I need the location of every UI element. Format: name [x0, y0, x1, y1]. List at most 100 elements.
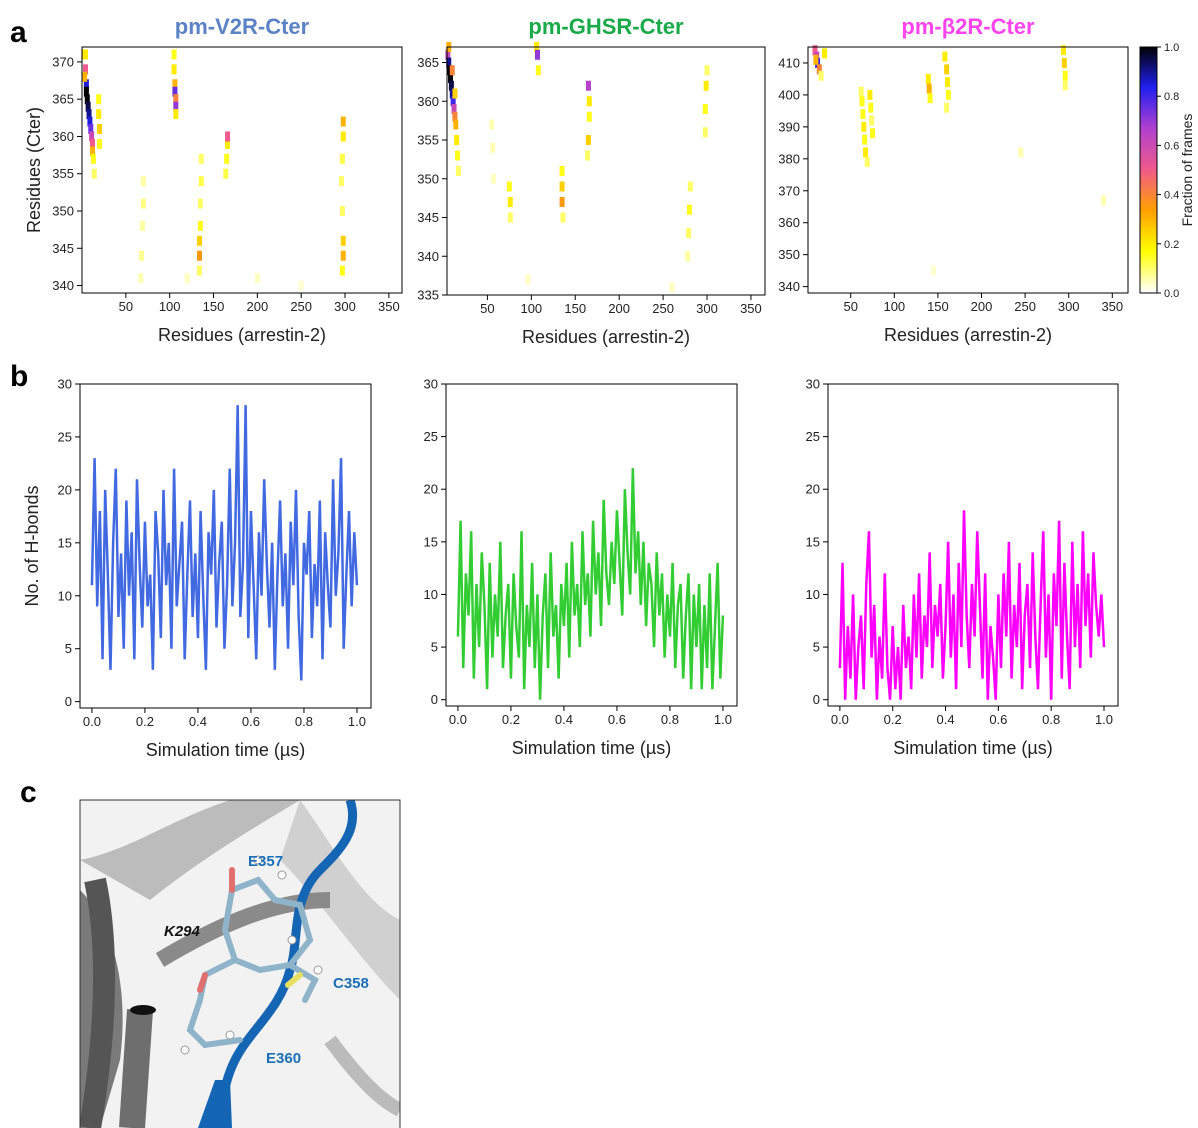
colorbar-step: [1140, 211, 1157, 215]
heatmap-cell: [173, 109, 179, 120]
x-axis-label: Simulation time (µs): [146, 740, 305, 760]
heatmap-cell: [867, 89, 873, 100]
colorbar-step: [1140, 290, 1157, 294]
colorbar-tick-label: 0.0: [1164, 288, 1179, 300]
heatmap-cell: [702, 127, 708, 138]
x-tick-label: 300: [1058, 299, 1080, 314]
x-tick-label: 1.0: [1095, 712, 1113, 727]
y-tick-label: 10: [806, 587, 820, 602]
heatmap-cell: [927, 93, 933, 104]
x-tick-label: 0.6: [989, 712, 1007, 727]
y-tick-label: 20: [806, 482, 820, 497]
heatmap-cell: [818, 70, 824, 81]
heatmap-cell: [925, 73, 931, 84]
colorbar-step: [1140, 261, 1157, 264]
colorbar-step: [1140, 133, 1157, 137]
colorbar-step: [1140, 150, 1157, 154]
heatmap-cell: [858, 86, 864, 97]
heatmap-cell: [139, 220, 145, 231]
heatmap-cell: [862, 134, 868, 145]
colorbar-step: [1140, 147, 1157, 151]
heatmap-cell: [171, 64, 177, 75]
x-tick-label: 200: [971, 299, 993, 314]
plot-frame: [79, 383, 372, 709]
x-tick-label: 50: [119, 299, 133, 314]
colorbar-step: [1140, 110, 1157, 114]
x-tick-label: 0.6: [242, 714, 260, 729]
heatmap-cell: [687, 181, 693, 192]
colorbar-step: [1140, 106, 1157, 109]
x-tick-label: 100: [883, 299, 905, 314]
colorbar-step: [1140, 145, 1157, 149]
y-tick-label: 350: [417, 171, 439, 186]
heatmap-cell: [196, 265, 202, 276]
colorbar-step: [1140, 224, 1157, 228]
y-tick-label: 340: [52, 278, 74, 293]
y-tick-label: 20: [424, 482, 438, 497]
colorbar-step: [1140, 66, 1157, 70]
y-tick-label: 390: [778, 119, 800, 134]
colorbar-step: [1140, 103, 1157, 107]
y-tick-label: 25: [424, 429, 438, 444]
heatmap-cell: [490, 142, 496, 153]
heatmap-cell: [944, 64, 950, 75]
y-tick-label: 360: [778, 215, 800, 230]
x-axis-label: Simulation time (µs): [893, 738, 1052, 758]
y-tick-label: 350: [52, 204, 74, 219]
colorbar-step: [1140, 256, 1157, 260]
y-tick-label: 370: [778, 183, 800, 198]
y-tick-label: 335: [417, 288, 439, 303]
colorbar-step: [1140, 268, 1157, 272]
line-series: [90, 405, 359, 681]
colorbar-step: [1140, 138, 1157, 141]
x-tick-label: 0.4: [936, 712, 954, 727]
heatmap-cell: [225, 131, 231, 142]
y-tick-label: 10: [424, 587, 438, 602]
colorbar-step: [1140, 56, 1157, 60]
colorbar-step: [1140, 236, 1157, 240]
colorbar-step: [1140, 189, 1157, 193]
y-tick-label: 345: [417, 210, 439, 225]
y-tick-label: 5: [813, 640, 820, 655]
x-tick-label: 0.2: [884, 712, 902, 727]
colorbar-step: [1140, 177, 1157, 181]
heatmap-cell: [447, 65, 453, 76]
heatmap-cell: [298, 280, 304, 291]
heatmap-cell: [96, 109, 102, 120]
y-tick-label: 15: [424, 534, 438, 549]
colorbar-step: [1140, 88, 1157, 92]
heatmap-cell: [140, 176, 146, 187]
colorbar-step: [1140, 184, 1157, 188]
colorbar-step: [1140, 199, 1157, 203]
heatmap-cell: [452, 88, 458, 99]
heatmap-cell: [445, 49, 451, 60]
heatmap-cell: [685, 251, 691, 262]
heatmap-cell: [702, 104, 708, 114]
colorbar-step: [1140, 229, 1157, 232]
x-tick-label: 0.8: [295, 714, 313, 729]
colorbar-step: [1140, 214, 1157, 218]
colorbar-tick-label: 1.0: [1164, 42, 1179, 54]
colorbar-step: [1140, 59, 1157, 63]
heatmap-cell: [172, 86, 178, 97]
heatmap-cell: [1061, 57, 1067, 68]
colorbar-step: [1140, 182, 1157, 186]
colorbar-step: [1140, 179, 1157, 183]
x-tick-label: 0.0: [831, 712, 849, 727]
colorbar-step: [1140, 118, 1157, 122]
heatmap-cell: [90, 153, 96, 164]
colorbar-step: [1140, 201, 1157, 205]
y-tick-label: 365: [52, 92, 74, 107]
x-tick-label: 0.4: [555, 712, 573, 727]
y-tick-label: 410: [778, 55, 800, 70]
heatmap-cell: [446, 57, 452, 68]
heatmap-cell: [83, 49, 89, 60]
heatmap-cell: [450, 96, 456, 107]
heatmap-cell: [455, 166, 461, 176]
x-tick-label: 250: [290, 299, 312, 314]
colorbar-step: [1140, 123, 1157, 127]
heatmap-cell: [703, 80, 709, 91]
heatmap-cells: [812, 45, 1107, 276]
heatmap-cell: [83, 64, 89, 75]
colorbar-step: [1140, 238, 1157, 242]
